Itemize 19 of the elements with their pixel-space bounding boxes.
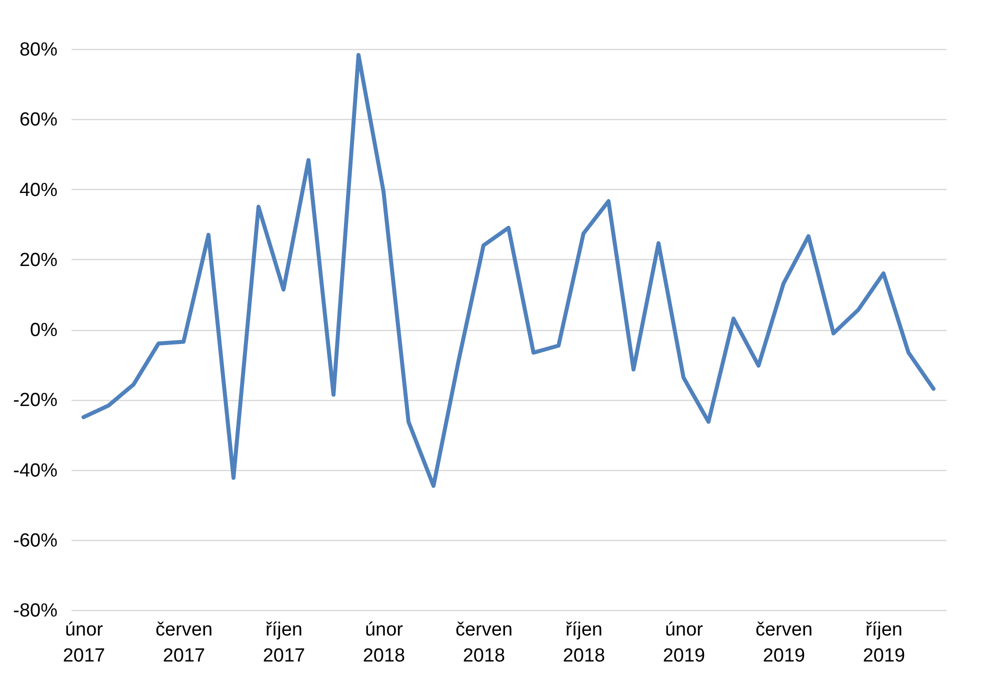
x-tick-label: červen 2018	[455, 620, 513, 666]
x-tick-label: říjen 2018	[562, 620, 606, 666]
y-tick-label: -60%	[13, 530, 58, 552]
y-tick-label: 40%	[19, 180, 58, 201]
y-tick-label: 0%	[30, 320, 58, 341]
y-tick-label: 60%	[19, 110, 58, 131]
x-tick-label: únor 2018	[362, 620, 406, 666]
x-tick-label: únor 2017	[62, 620, 106, 666]
y-tick-label: -40%	[13, 460, 58, 482]
y-tick-label: 20%	[19, 250, 58, 271]
y-tick-label: -20%	[13, 390, 58, 412]
x-tick-label: únor 2019	[662, 620, 706, 666]
line-series	[82, 52, 936, 488]
x-tick-label: říjen 2017	[262, 620, 306, 666]
y-tick-label: -80%	[13, 600, 58, 622]
x-tick-label: červen 2019	[755, 620, 813, 666]
x-tick-label: říjen 2019	[862, 620, 906, 666]
y-tick-label: 80%	[19, 40, 58, 60]
x-tick-label: červen 2017	[155, 620, 213, 666]
